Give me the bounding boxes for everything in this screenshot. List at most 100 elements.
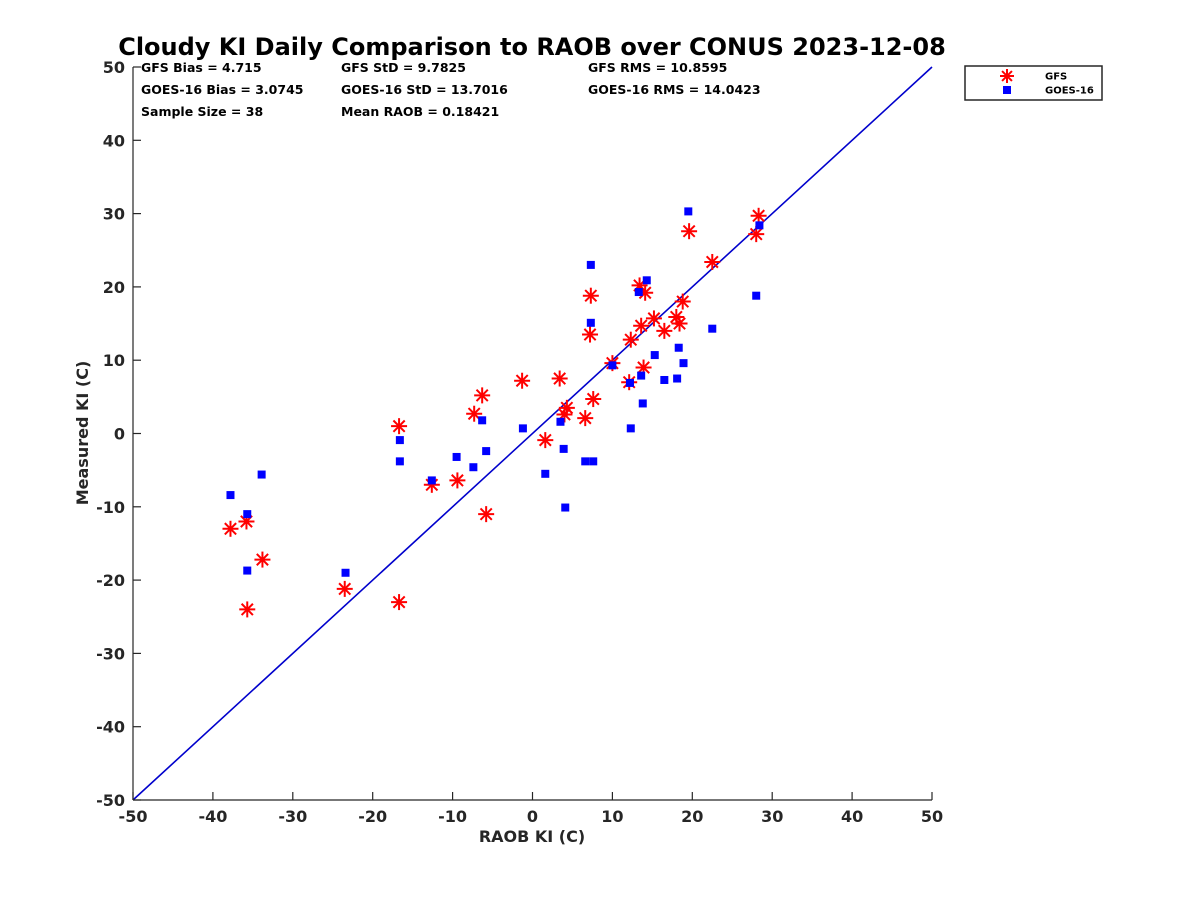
goes16-point xyxy=(482,447,491,456)
goes16-point xyxy=(226,491,235,500)
gfs-point xyxy=(681,223,698,240)
goes16-point xyxy=(243,510,252,519)
gfs-point xyxy=(449,472,466,489)
goes16-point xyxy=(708,324,717,333)
legend-label: GFS xyxy=(1045,72,1067,83)
goes16-point xyxy=(674,343,683,352)
legend-gfs-marker xyxy=(1000,69,1014,83)
x-tick-label: 40 xyxy=(841,807,863,826)
gfs-point xyxy=(671,315,688,332)
y-tick-label: -50 xyxy=(96,791,125,810)
legend-goes16-marker xyxy=(1003,86,1011,94)
stat-text: Sample Size = 38 xyxy=(141,104,263,119)
gfs-point xyxy=(656,322,673,339)
x-axis-label: RAOB KI (C) xyxy=(479,827,585,846)
goes16-point xyxy=(650,351,659,360)
goes16-point xyxy=(395,436,404,445)
gfs-point xyxy=(674,293,691,310)
goes16-point xyxy=(642,276,651,285)
goes16-point xyxy=(469,463,478,472)
goes16-point xyxy=(243,566,252,575)
y-tick-label: 50 xyxy=(103,58,125,77)
stat-text: GFS RMS = 10.8595 xyxy=(588,60,727,75)
goes16-point xyxy=(638,399,647,408)
gfs-point xyxy=(254,551,271,568)
y-tick-label: -10 xyxy=(96,498,125,517)
x-tick-label: -30 xyxy=(278,807,307,826)
gfs-point xyxy=(551,370,568,387)
x-tick-label: 50 xyxy=(921,807,943,826)
y-tick-label: 20 xyxy=(103,278,125,297)
y-tick-label: 0 xyxy=(114,425,125,444)
goes16-point xyxy=(556,417,565,426)
gfs-point xyxy=(585,391,602,408)
reference-line-layer xyxy=(132,66,933,801)
x-tick-label: 10 xyxy=(601,807,623,826)
gfs-point xyxy=(222,520,239,537)
legend-label: GOES-16 xyxy=(1045,86,1094,97)
gfs-point xyxy=(558,399,575,416)
goes16-point xyxy=(586,318,595,327)
stat-text: GOES-16 Bias = 3.0745 xyxy=(141,82,303,97)
gfs-point xyxy=(514,372,531,389)
gfs-point xyxy=(336,580,353,597)
chart-title: Cloudy KI Daily Comparison to RAOB over … xyxy=(118,33,946,61)
x-tick-label: -20 xyxy=(358,807,387,826)
gfs-point xyxy=(582,287,599,304)
goes16-point xyxy=(755,221,764,230)
gfs-point xyxy=(391,594,408,611)
data-points-layer xyxy=(222,207,767,618)
x-tick-label: -10 xyxy=(438,807,467,826)
goes16-point xyxy=(589,457,598,466)
goes16-point xyxy=(608,361,617,370)
goes16-point xyxy=(561,503,570,512)
stats-annotations: GFS Bias = 4.715 GFS StD = 9.7825 GFS RMS … xyxy=(141,60,761,119)
y-tick-label: 10 xyxy=(103,351,125,370)
goes16-point xyxy=(559,444,568,453)
goes16-point xyxy=(518,424,527,433)
stat-text: GFS StD = 9.7825 xyxy=(341,60,466,75)
gfs-point xyxy=(750,207,767,224)
gfs-point xyxy=(391,418,408,435)
y-axis-label: Measured KI (C) xyxy=(73,361,92,506)
goes16-point xyxy=(637,371,646,380)
stat-text: GOES-16 StD = 13.7016 xyxy=(341,82,508,97)
goes16-point xyxy=(625,378,634,387)
gfs-point xyxy=(537,432,554,449)
legend-box xyxy=(964,65,1103,101)
goes16-point xyxy=(427,476,436,485)
goes16-point xyxy=(626,424,635,433)
goes16-point xyxy=(752,291,761,300)
y-tick-label: 40 xyxy=(103,131,125,150)
goes16-point xyxy=(452,452,461,461)
gfs-point xyxy=(466,405,483,422)
goes16-point xyxy=(634,288,643,297)
x-tick-label: -40 xyxy=(198,807,227,826)
goes16-point xyxy=(341,568,350,577)
goes16-point xyxy=(679,359,688,368)
stat-text: GOES-16 RMS = 14.0423 xyxy=(588,82,761,97)
stat-text: GFS Bias = 4.715 xyxy=(141,60,262,75)
goes16-point xyxy=(673,374,682,383)
gfs-point xyxy=(633,317,650,334)
axes: -50 -40 -30 -20 -10 0 10 20 30 40 50 -50 -40 -30 -20 -1… xyxy=(96,58,943,826)
y-tick-label: -20 xyxy=(96,571,125,590)
goes16-point xyxy=(478,416,487,425)
x-tick-label: 30 xyxy=(761,807,783,826)
gfs-point xyxy=(478,506,495,523)
goes16-point xyxy=(660,375,669,384)
goes16-point xyxy=(586,260,595,269)
x-tick-label: 0 xyxy=(527,807,538,826)
gfs-point xyxy=(645,310,662,327)
y-tick-label: 30 xyxy=(103,205,125,224)
gfs-point xyxy=(704,253,721,270)
gfs-point xyxy=(239,601,256,618)
stat-text: Mean RAOB = 0.18421 xyxy=(341,104,499,119)
goes16-point xyxy=(395,457,404,466)
y-tick-label: -40 xyxy=(96,718,125,737)
goes16-point xyxy=(541,469,550,478)
goes16-point xyxy=(684,207,693,216)
gfs-point xyxy=(474,387,491,404)
goes16-point xyxy=(581,457,590,466)
